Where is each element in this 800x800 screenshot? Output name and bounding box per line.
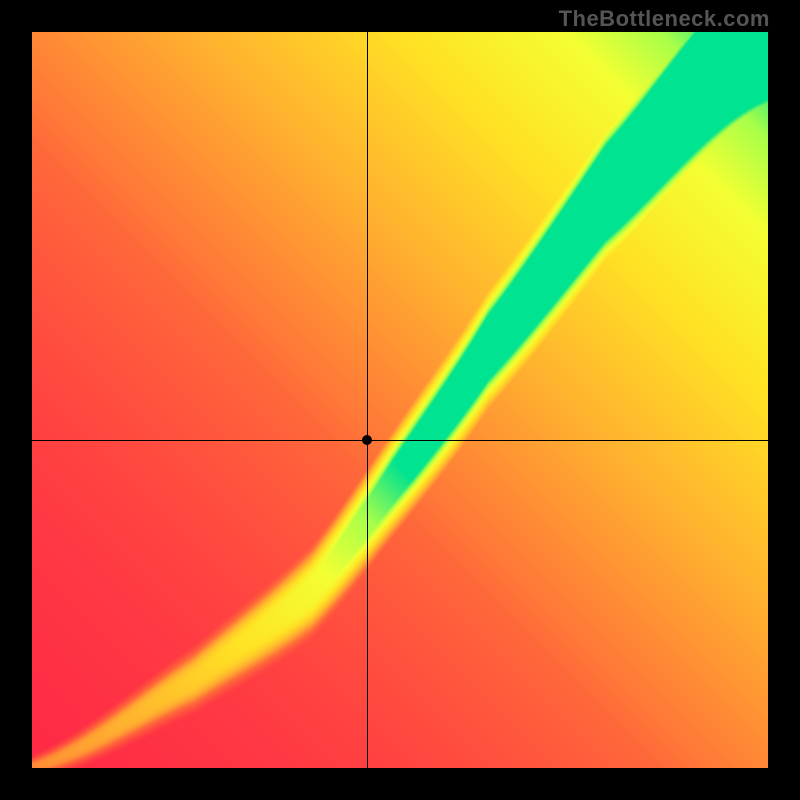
crosshair-horizontal [32,440,768,441]
plot-area [32,32,768,768]
heatmap-canvas [32,32,768,768]
data-point-marker [362,435,372,445]
watermark-text: TheBottleneck.com [559,6,770,32]
crosshair-vertical [367,32,368,768]
